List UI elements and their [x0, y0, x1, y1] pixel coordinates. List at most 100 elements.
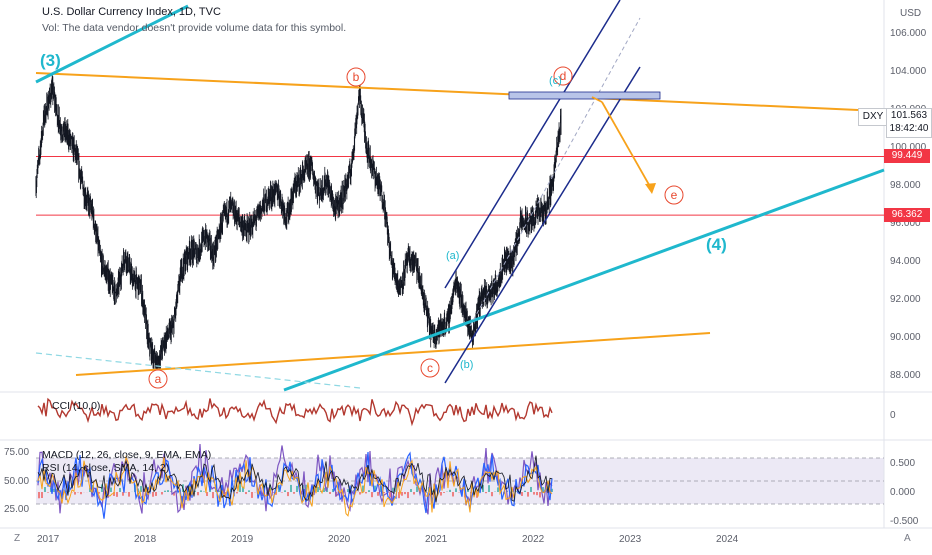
wave-label-c: c [427, 361, 433, 375]
macd-histogram-bar [44, 487, 46, 492]
macd-histogram-bar [530, 487, 532, 492]
time-tick-label: 2021 [425, 534, 448, 545]
macd-histogram-bar [407, 492, 409, 498]
macd-histogram-bar [359, 492, 361, 494]
volume-note: Vol: The data vendor doesn't provide vol… [42, 22, 346, 34]
macd-histogram-bar [443, 492, 445, 493]
macd-histogram-bar [533, 492, 535, 495]
macd-histogram-bar [38, 492, 40, 498]
macd-histogram-bar [236, 492, 238, 493]
macd-histogram-bar [239, 485, 241, 492]
macd-histogram-bar [365, 492, 367, 493]
macd-histogram-bar [47, 492, 49, 493]
macd-axis-label: 0.000 [890, 487, 915, 498]
macd-histogram-bar [116, 492, 118, 497]
countdown: 18:42:40 [887, 122, 931, 135]
price-tick-label: 106.000 [890, 28, 927, 39]
last-price-tag: 101.563 18:42:40 [886, 108, 932, 138]
macd-histogram-bar [290, 485, 292, 492]
macd-histogram-bar [497, 487, 499, 492]
macd-histogram-bar [401, 492, 403, 496]
macd-histogram-bar [368, 490, 370, 492]
macd-axis-label: -0.500 [890, 516, 919, 527]
price-tick-label: 104.000 [890, 66, 927, 77]
wave-label-b: b [353, 70, 360, 84]
time-tick-label: 2019 [231, 534, 254, 545]
cci-axis-label: 0 [890, 410, 896, 421]
macd-histogram-bar [251, 492, 253, 498]
rsi-axis-label: 50.00 [4, 476, 29, 487]
macd-histogram-bar [524, 491, 526, 492]
wave-label-sub-b: (b) [460, 359, 473, 371]
time-tick-label: 2023 [619, 534, 642, 545]
macd-histogram-bar [329, 492, 331, 494]
macd-histogram-bar [119, 488, 121, 492]
price-tick-label: 92.000 [890, 294, 921, 305]
macd-histogram-bar [155, 492, 157, 496]
macd-histogram-bar [440, 492, 442, 496]
target-zone-box[interactable] [509, 92, 660, 99]
macd-histogram-bar [164, 491, 166, 492]
wave-label-e: e [671, 188, 678, 202]
wave-label-sub-c: (c) [549, 75, 562, 87]
macd-histogram-bar [296, 486, 298, 492]
price-tick-label: 88.000 [890, 370, 921, 381]
macd-histogram-bar [281, 492, 283, 493]
macd-histogram-bar [245, 492, 247, 494]
macd-axis-label: 0.500 [890, 458, 915, 469]
price-tick-label: 98.000 [890, 180, 921, 191]
macd-histogram-bar [197, 492, 199, 495]
macd-histogram-bar [284, 490, 286, 492]
price-tick-label: 90.000 [890, 332, 921, 343]
time-tick-label: 2022 [522, 534, 545, 545]
macd-histogram-bar [110, 488, 112, 492]
macd-histogram-bar [485, 492, 487, 493]
macd-histogram-bar [152, 492, 154, 497]
macd-histogram-bar [536, 492, 538, 495]
level-tag-upper: 99.449 [884, 149, 930, 163]
macd-histogram-bar [389, 492, 391, 497]
macd-histogram-bar [371, 492, 373, 497]
level-tag-lower: 96.362 [884, 208, 930, 222]
price-axis-unit: USD [900, 8, 921, 19]
macd-histogram-bar [41, 492, 43, 498]
macd-histogram-bar [521, 492, 523, 496]
last-price-value: 101.563 [887, 109, 931, 122]
macd-histogram-bar [488, 485, 490, 492]
symbol-tag: DXY [858, 108, 888, 126]
macd-histogram-bar [416, 486, 418, 492]
macd-histogram-bar [527, 492, 529, 497]
macd-histogram-bar [455, 488, 457, 492]
price-tick-label: 94.000 [890, 256, 921, 267]
macd-histogram-bar [161, 492, 163, 494]
macd-histogram-bar [452, 492, 454, 496]
macd-histogram-bar [167, 490, 169, 492]
time-tick-label: 2024 [716, 534, 739, 545]
macd-histogram-bar [413, 492, 415, 494]
cci-legend: CCI (10,0) [52, 400, 100, 412]
wave-label-3: (3) [40, 51, 61, 70]
macd-histogram-bar [248, 490, 250, 492]
macd-histogram-bar [287, 492, 289, 496]
macd-histogram-bar [449, 490, 451, 492]
macd-histogram-bar [200, 490, 202, 492]
macd-histogram-bar [377, 492, 379, 496]
wave-label-a: a [155, 372, 162, 386]
chart-title: U.S. Dollar Currency Index, 1D, TVC [42, 6, 221, 18]
time-tick-label: 2017 [37, 534, 60, 545]
macd-histogram-bar [404, 492, 406, 494]
macd-histogram-bar [212, 492, 214, 498]
macd-histogram-bar [80, 492, 82, 494]
cci-line [38, 399, 552, 424]
macd-histogram-bar [410, 489, 412, 492]
rsi-legend: RSI (14, close, SMA, 14, 2) [42, 462, 169, 474]
zoom-button[interactable]: Z [14, 533, 20, 544]
macd-histogram-bar [539, 492, 541, 497]
macd-histogram-bar [128, 492, 130, 497]
auto-scale-button[interactable]: A [904, 533, 911, 544]
price-pane-bg[interactable] [36, 0, 884, 392]
time-tick-label: 2018 [134, 534, 157, 545]
macd-histogram-bar [293, 492, 295, 494]
